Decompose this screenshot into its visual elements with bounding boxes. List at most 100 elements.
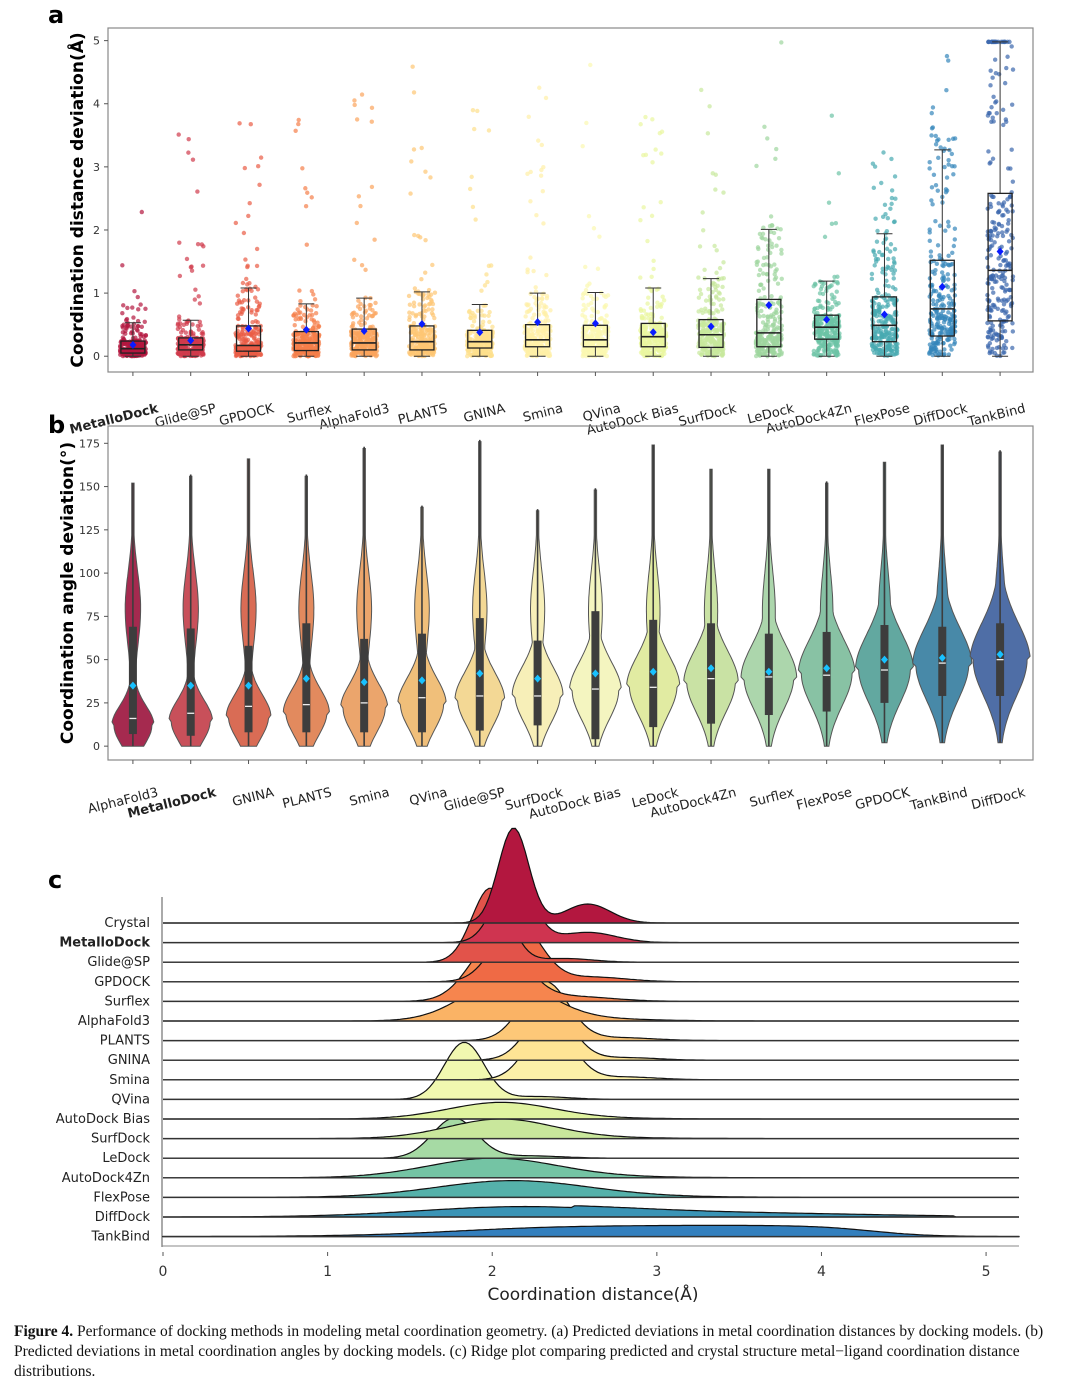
data-point — [597, 234, 602, 239]
data-point — [528, 349, 533, 354]
data-point — [761, 225, 766, 230]
data-point — [353, 350, 359, 355]
data-point — [533, 285, 538, 290]
data-point — [525, 267, 530, 272]
data-point — [829, 319, 834, 325]
data-point — [426, 287, 432, 293]
data-point — [779, 247, 784, 253]
data-point — [356, 298, 361, 303]
data-point — [245, 282, 250, 287]
data-point — [1010, 67, 1016, 72]
data-point — [530, 334, 535, 340]
data-point — [243, 257, 248, 262]
data-point — [583, 287, 589, 293]
data-point — [470, 108, 476, 113]
data-point — [889, 188, 895, 193]
data-point — [1009, 44, 1014, 49]
data-point — [597, 332, 602, 337]
data-point — [892, 352, 897, 357]
data-point — [776, 235, 782, 241]
data-point — [760, 302, 766, 307]
data-point — [892, 246, 898, 252]
data-point — [881, 150, 886, 155]
data-point — [650, 117, 655, 122]
data-point — [884, 246, 890, 252]
ridge-label: FlexPose — [93, 1190, 150, 1205]
data-point — [474, 351, 480, 357]
ridge-area — [163, 827, 1019, 924]
data-point — [304, 343, 309, 348]
data-point — [779, 251, 784, 256]
data-point — [869, 271, 875, 277]
data-point — [769, 222, 775, 228]
data-point — [190, 157, 196, 162]
data-point — [359, 336, 365, 342]
ridge-area — [163, 938, 1019, 1002]
violin-alphafold3 — [111, 482, 155, 747]
data-point — [940, 315, 945, 321]
data-point — [874, 287, 880, 293]
data-point — [760, 320, 766, 325]
data-point — [296, 117, 301, 123]
data-point — [526, 342, 531, 347]
data-point — [423, 237, 428, 243]
data-point — [704, 351, 710, 357]
data-point — [760, 271, 766, 276]
data-point — [580, 296, 585, 301]
data-point — [696, 275, 701, 280]
ridge-label: Crystal — [104, 916, 150, 931]
mean-marker — [418, 320, 426, 329]
data-point — [717, 265, 723, 271]
data-point — [946, 301, 952, 306]
data-point — [357, 306, 363, 312]
y-tick-label: 50 — [86, 654, 100, 667]
data-point — [929, 347, 935, 352]
data-point — [990, 75, 995, 80]
data-point — [879, 252, 885, 258]
data-point — [934, 324, 939, 329]
data-point — [136, 307, 141, 312]
data-point — [696, 309, 701, 314]
data-point — [240, 351, 245, 357]
violin-flexpose — [797, 481, 856, 747]
data-point — [650, 160, 655, 165]
data-point — [988, 275, 994, 281]
data-point — [991, 303, 997, 308]
box-glide-sp — [175, 132, 206, 359]
data-point — [889, 267, 894, 273]
data-point — [986, 149, 991, 154]
data-point — [889, 348, 894, 354]
data-point — [652, 325, 658, 331]
data-point — [641, 152, 646, 158]
data-point — [543, 95, 549, 101]
x-tick-label: DiffDock — [970, 785, 1028, 813]
ridge-gpdock — [163, 920, 1019, 983]
data-point — [927, 166, 932, 171]
data-point — [296, 310, 301, 316]
data-point — [296, 345, 302, 351]
data-point — [934, 261, 940, 267]
data-point — [356, 194, 362, 199]
data-point — [700, 336, 705, 341]
data-point — [654, 304, 660, 310]
mean-marker — [534, 318, 542, 327]
data-point — [300, 338, 305, 344]
data-point — [295, 307, 300, 312]
data-point — [647, 350, 652, 356]
data-point — [951, 243, 957, 249]
data-point — [544, 296, 550, 301]
y-tick-label: 175 — [79, 437, 100, 450]
data-point — [531, 349, 537, 354]
data-point — [991, 332, 997, 337]
data-point — [892, 344, 898, 349]
y-tick-label: 5 — [93, 35, 100, 48]
data-point — [425, 331, 431, 336]
data-point — [599, 316, 604, 321]
data-point — [475, 108, 480, 114]
data-point — [233, 220, 239, 226]
data-point — [432, 290, 438, 295]
data-point — [355, 336, 360, 341]
data-point — [407, 314, 412, 320]
data-point — [888, 206, 893, 211]
data-point — [833, 299, 838, 305]
